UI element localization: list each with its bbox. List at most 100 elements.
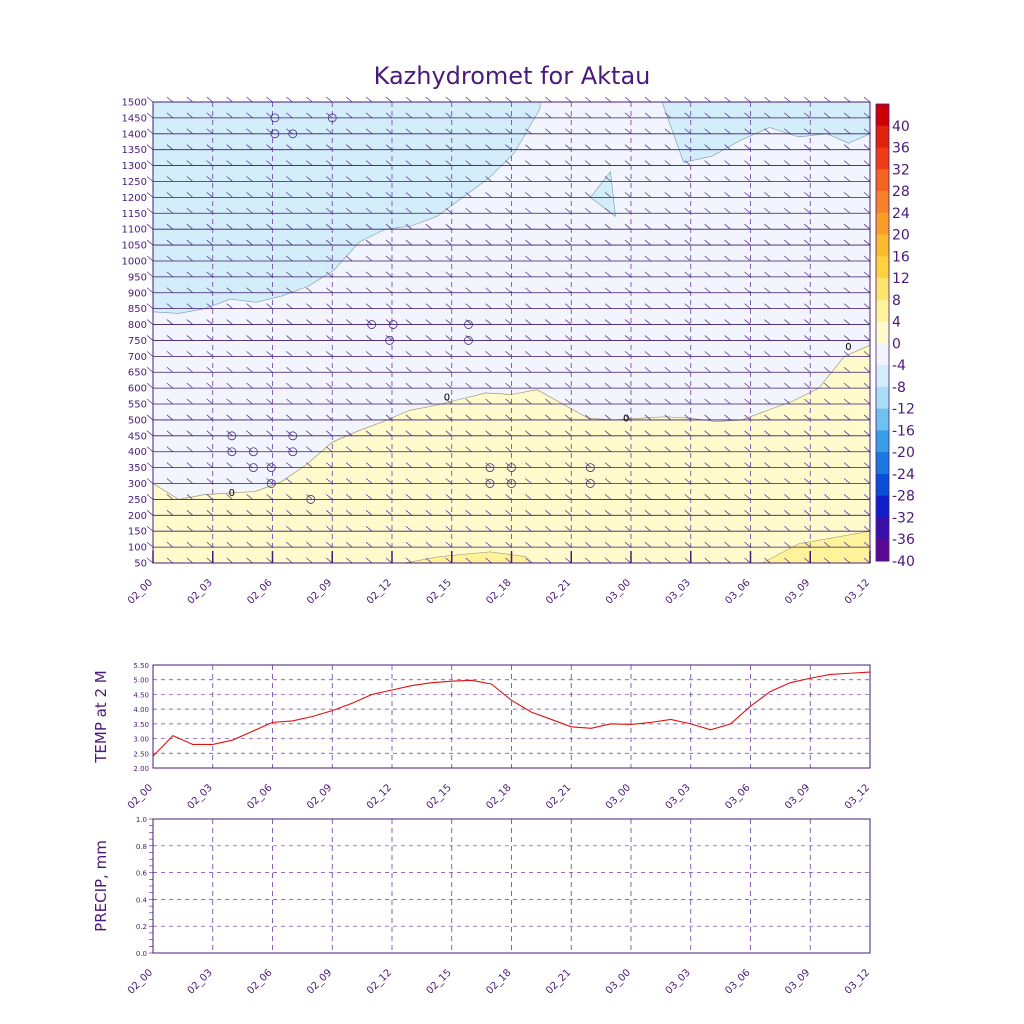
wind-barb <box>823 351 831 357</box>
wind-barb <box>405 255 413 262</box>
wind-barb <box>226 271 233 278</box>
wind-barb <box>704 208 711 214</box>
colorbar-swatch <box>876 473 889 497</box>
colorbar-swatch <box>876 495 889 518</box>
wind-barb <box>684 478 691 484</box>
wind-barb <box>784 382 791 389</box>
wind-barb <box>684 96 691 103</box>
wind-barb <box>425 430 433 437</box>
wind-barb <box>525 525 532 532</box>
wind-barb <box>246 557 253 564</box>
wind-barb <box>724 414 731 421</box>
wind-barb <box>545 255 552 262</box>
wind-barb <box>684 287 691 294</box>
wind-barb <box>863 382 871 389</box>
wind-barb <box>784 144 791 150</box>
precip-panel: 1.0 0.8 0.6 0.4 0.2 0.0 02_00 02_03 02_06 02_09 02… <box>92 816 872 997</box>
wind-barb <box>425 366 433 373</box>
wind-barb <box>146 96 154 103</box>
wind-barb <box>664 287 672 294</box>
wind-barb <box>365 255 373 262</box>
wind-barb <box>186 208 194 214</box>
wind-barb <box>246 96 253 103</box>
wind-barb <box>525 446 532 452</box>
wind-barb <box>186 430 194 437</box>
wind-barb <box>345 414 353 421</box>
calm-circle <box>248 447 258 457</box>
wind-barb <box>823 541 831 548</box>
wind-barb <box>186 335 194 341</box>
wind-barb <box>385 208 393 214</box>
wind-barb <box>724 335 731 341</box>
wind-barb <box>744 525 751 532</box>
colorbar-label: -16 <box>892 423 915 439</box>
contour-label: 0 <box>229 488 235 499</box>
wind-barb <box>405 208 413 214</box>
wind-barb <box>804 462 811 468</box>
y-tick-label: 950 <box>128 272 147 283</box>
wind-barb <box>166 541 174 548</box>
wind-barb <box>823 112 831 119</box>
wind-barb <box>525 144 532 150</box>
colorbar-label: -12 <box>892 402 915 418</box>
wind-barb <box>584 414 592 421</box>
wind-barb <box>385 366 393 373</box>
y-tick-label: 100 <box>128 543 147 554</box>
wind-barb <box>863 128 871 135</box>
wind-barb <box>624 398 632 405</box>
x-tick-label: 03_00 <box>604 967 633 996</box>
calm-circle <box>227 431 237 441</box>
wind-barb <box>246 319 253 325</box>
wind-barb <box>565 446 572 452</box>
wind-barb <box>146 303 154 309</box>
wind-barb <box>545 303 552 309</box>
wind-barb <box>664 366 672 373</box>
wind-barb <box>186 398 194 405</box>
calm-circle <box>270 113 280 123</box>
wind-barb <box>724 303 731 309</box>
wind-barb <box>764 128 771 135</box>
wind-barb <box>425 541 433 548</box>
wind-barb <box>764 160 771 166</box>
wind-barb <box>784 351 791 357</box>
wind-barb <box>365 271 373 278</box>
wind-barb <box>306 510 313 516</box>
wind-barb <box>584 525 592 532</box>
wind-barb <box>385 96 393 103</box>
colorbar-label: -28 <box>892 489 915 505</box>
y-tick-label: 1050 <box>122 241 147 252</box>
wind-barb <box>166 144 174 150</box>
wind-barb <box>326 541 333 548</box>
wind-barb <box>525 271 532 278</box>
wind-barb <box>226 176 233 182</box>
wind-barb <box>505 430 512 437</box>
wind-barb <box>545 398 552 405</box>
calm-circle <box>288 447 298 457</box>
wind-barb <box>186 541 194 548</box>
wind-barb <box>445 96 452 103</box>
wind-barb <box>724 446 731 452</box>
wind-barb <box>505 223 512 230</box>
wind-barb <box>744 287 751 294</box>
wind-barb <box>306 160 313 166</box>
wind-barb <box>604 382 612 389</box>
calm-circle <box>507 479 516 488</box>
x-tick-label: 03_03 <box>664 782 693 811</box>
colorbar-swatch <box>876 343 889 366</box>
x-tick-label: 02_09 <box>305 577 334 606</box>
wind-barb <box>505 208 512 214</box>
wind-barb <box>286 192 293 198</box>
wind-barb <box>724 255 731 262</box>
wind-barb <box>684 510 691 516</box>
y-tick-label: 350 <box>128 463 147 474</box>
wind-barb <box>146 541 154 548</box>
wind-barb <box>644 287 652 294</box>
wind-barb <box>385 287 393 294</box>
wind-barb <box>525 160 532 166</box>
wind-barb <box>465 144 472 150</box>
wind-barb <box>804 430 811 437</box>
wind-barb <box>584 541 592 548</box>
wind-barb <box>644 366 652 373</box>
wind-barb <box>246 176 253 182</box>
wind-barb <box>604 287 612 294</box>
